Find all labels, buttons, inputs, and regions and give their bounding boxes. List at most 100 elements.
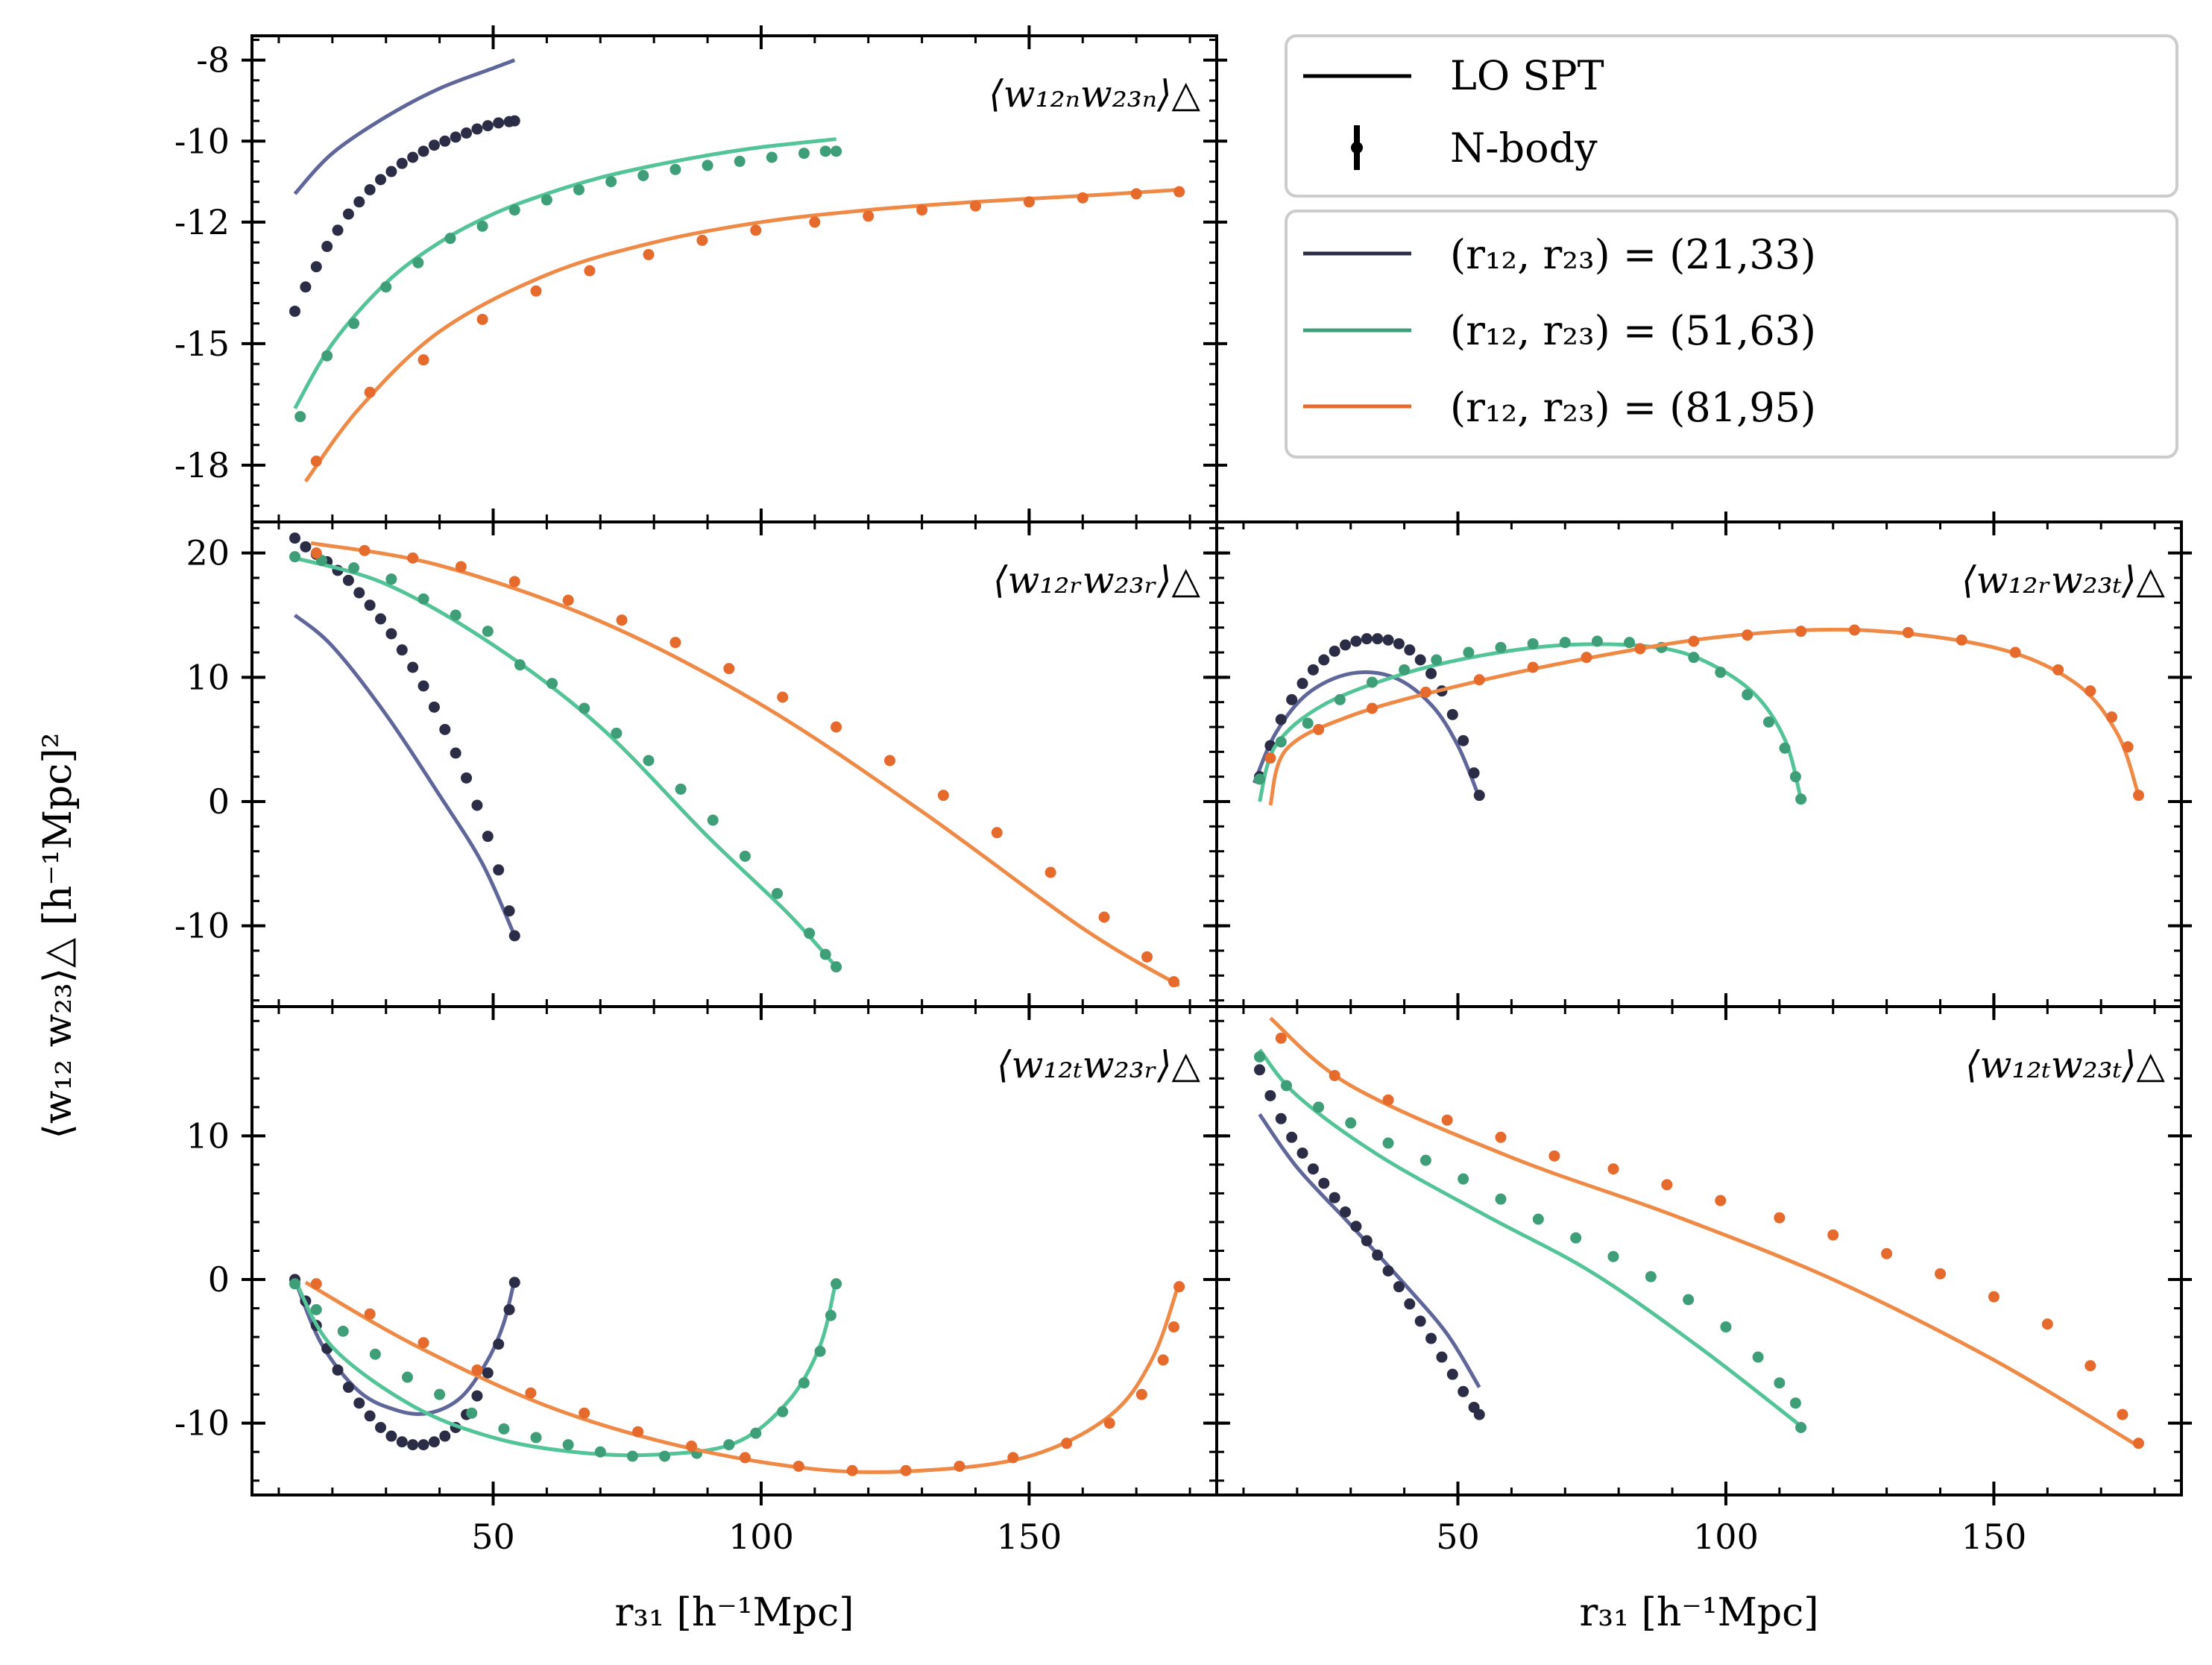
data-point-tr-3-20	[831, 1278, 842, 1290]
data-point-rr-3-16	[804, 928, 816, 939]
data-point-rr-5-5	[562, 594, 574, 606]
y-tick-label-nn: -10	[174, 121, 230, 161]
data-point-tt-1-15	[1414, 1315, 1426, 1327]
data-point-rt-3-14	[1688, 652, 1700, 664]
figure-ylabel: ⟨w₁₂ w₂₃⟩△ [h⁻¹Mpc]²	[36, 733, 81, 1139]
data-point-rt-5-5	[1527, 661, 1539, 673]
data-point-nn-3-10	[605, 176, 617, 188]
data-point-tt-5-0	[1275, 1032, 1287, 1044]
data-point-tr-3-0	[289, 1278, 301, 1290]
data-point-rt-1-15	[1414, 654, 1426, 666]
data-point-tt-1-8	[1340, 1206, 1352, 1218]
data-point-rt-5-7	[1634, 643, 1646, 655]
data-point-tr-3-12	[659, 1450, 671, 1462]
data-point-rt-1-11	[1372, 633, 1384, 645]
plot-area-rt	[1252, 624, 2144, 806]
data-point-nn-3-15	[766, 151, 778, 163]
data-point-tr-3-19	[825, 1309, 836, 1321]
data-point-rr-5-9	[777, 691, 789, 703]
data-point-tt-1-19	[1458, 1385, 1469, 1397]
data-point-rt-5-1	[1313, 723, 1325, 735]
data-point-rt-1-14	[1404, 644, 1416, 656]
y-tick-label-tr: 0	[208, 1259, 230, 1300]
data-point-tr-5-14	[1061, 1438, 1073, 1450]
series-line-tt-0	[1258, 1113, 1481, 1388]
data-point-nn-3-16	[798, 148, 810, 160]
series-line-tt-4	[1269, 1016, 2140, 1448]
data-point-rr-5-11	[883, 755, 895, 767]
data-point-rr-1-5	[342, 574, 354, 586]
data-point-tr-5-17	[1157, 1354, 1169, 1366]
data-point-rr-3-12	[675, 783, 687, 795]
data-point-tr-5-15	[1103, 1417, 1115, 1429]
y-tick-label-rr: 10	[186, 657, 230, 697]
data-point-tr-1-20	[503, 1303, 515, 1315]
data-point-tr-5-9	[793, 1460, 804, 1472]
data-point-rr-5-1	[359, 544, 371, 556]
data-point-nn-1-17	[471, 123, 483, 135]
data-point-rt-3-8	[1495, 641, 1507, 653]
data-point-nn-1-6	[353, 196, 365, 208]
data-point-rr-1-1	[300, 541, 312, 553]
data-point-rt-5-15	[2052, 664, 2064, 676]
data-point-nn-3-14	[734, 155, 746, 167]
panel-title-tt: ⟨w₁₂ₜw₂₃ₜ⟩△	[1965, 1043, 2165, 1086]
data-point-tt-1-13	[1393, 1281, 1405, 1293]
data-point-tr-3-2	[337, 1325, 349, 1337]
data-point-rt-1-10	[1361, 633, 1373, 645]
legend-label-nbody: N-body	[1450, 125, 1598, 171]
data-point-rr-5-4	[508, 576, 520, 588]
series-line-nn-0	[293, 58, 516, 195]
panel-title-tr: ⟨w₁₂ₜw₂₃ᵣ⟩△	[997, 1043, 1200, 1086]
data-point-rt-3-9	[1527, 638, 1539, 649]
data-point-rr-1-10	[396, 644, 408, 656]
data-point-rt-1-2	[1275, 714, 1287, 726]
data-point-tt-1-9	[1350, 1221, 1362, 1233]
data-point-tr-1-10	[396, 1436, 408, 1448]
data-point-tt-3-2	[1313, 1101, 1325, 1113]
data-point-rt-1-8	[1340, 639, 1352, 651]
x-tick-label-tr: 150	[996, 1517, 1062, 1557]
data-point-nn-5-3	[476, 313, 488, 325]
data-point-rt-1-6	[1318, 654, 1330, 666]
data-point-tt-3-8	[1532, 1213, 1544, 1225]
y-tick-label-nn: -12	[174, 202, 230, 242]
data-point-tr-5-1	[364, 1308, 376, 1320]
data-point-tr-1-18	[482, 1367, 494, 1379]
data-point-tr-1-21	[508, 1277, 520, 1288]
data-point-tr-5-2	[417, 1337, 429, 1349]
data-point-nn-5-16	[1173, 186, 1185, 198]
data-point-tt-1-7	[1329, 1192, 1340, 1203]
data-point-tt-3-15	[1774, 1377, 1786, 1389]
data-point-tr-3-15	[750, 1427, 762, 1439]
data-point-rr-5-8	[723, 663, 735, 675]
data-point-tt-5-12	[1935, 1268, 1946, 1280]
data-point-tt-1-4	[1296, 1148, 1308, 1159]
data-point-rt-5-16	[2085, 685, 2096, 697]
data-point-tt-1-18	[1446, 1368, 1458, 1380]
data-point-tt-1-5	[1307, 1163, 1319, 1175]
data-point-rt-3-19	[1789, 771, 1801, 783]
x-tick-label-tt: 50	[1436, 1517, 1480, 1557]
data-point-tt-5-13	[1988, 1291, 2000, 1303]
data-point-nn-1-16	[461, 127, 473, 139]
data-point-tt-3-13	[1720, 1321, 1732, 1333]
data-point-tt-5-3	[1441, 1114, 1453, 1126]
panel-title-rr: ⟨w₁₂ᵣw₂₃ᵣ⟩△	[993, 558, 1201, 602]
x-axis-label-tr: r₃₁ [h⁻¹Mpc]	[614, 1590, 854, 1635]
data-point-rr-3-3	[385, 573, 397, 585]
data-point-tt-5-4	[1495, 1131, 1507, 1143]
data-point-nn-3-6	[476, 220, 488, 232]
data-point-rt-3-7	[1463, 646, 1475, 658]
y-tick-label-rr: 20	[186, 533, 230, 573]
legend-series: (r₁₂, r₂₃) = (21,33) (r₁₂, r₂₃) = (51,63…	[1285, 210, 2178, 459]
data-point-tr-3-6	[466, 1407, 478, 1419]
data-point-tr-5-4	[525, 1387, 537, 1399]
data-point-rt-1-16	[1425, 667, 1437, 679]
data-point-nn-5-1	[364, 386, 376, 398]
data-point-rt-5-17	[2106, 711, 2118, 723]
y-tick-label-tr: 10	[186, 1115, 230, 1156]
x-axis-label-tt: r₃₁ [h⁻¹Mpc]	[1579, 1590, 1818, 1635]
data-point-nn-5-8	[750, 224, 762, 236]
data-point-nn-1-1	[300, 281, 312, 293]
